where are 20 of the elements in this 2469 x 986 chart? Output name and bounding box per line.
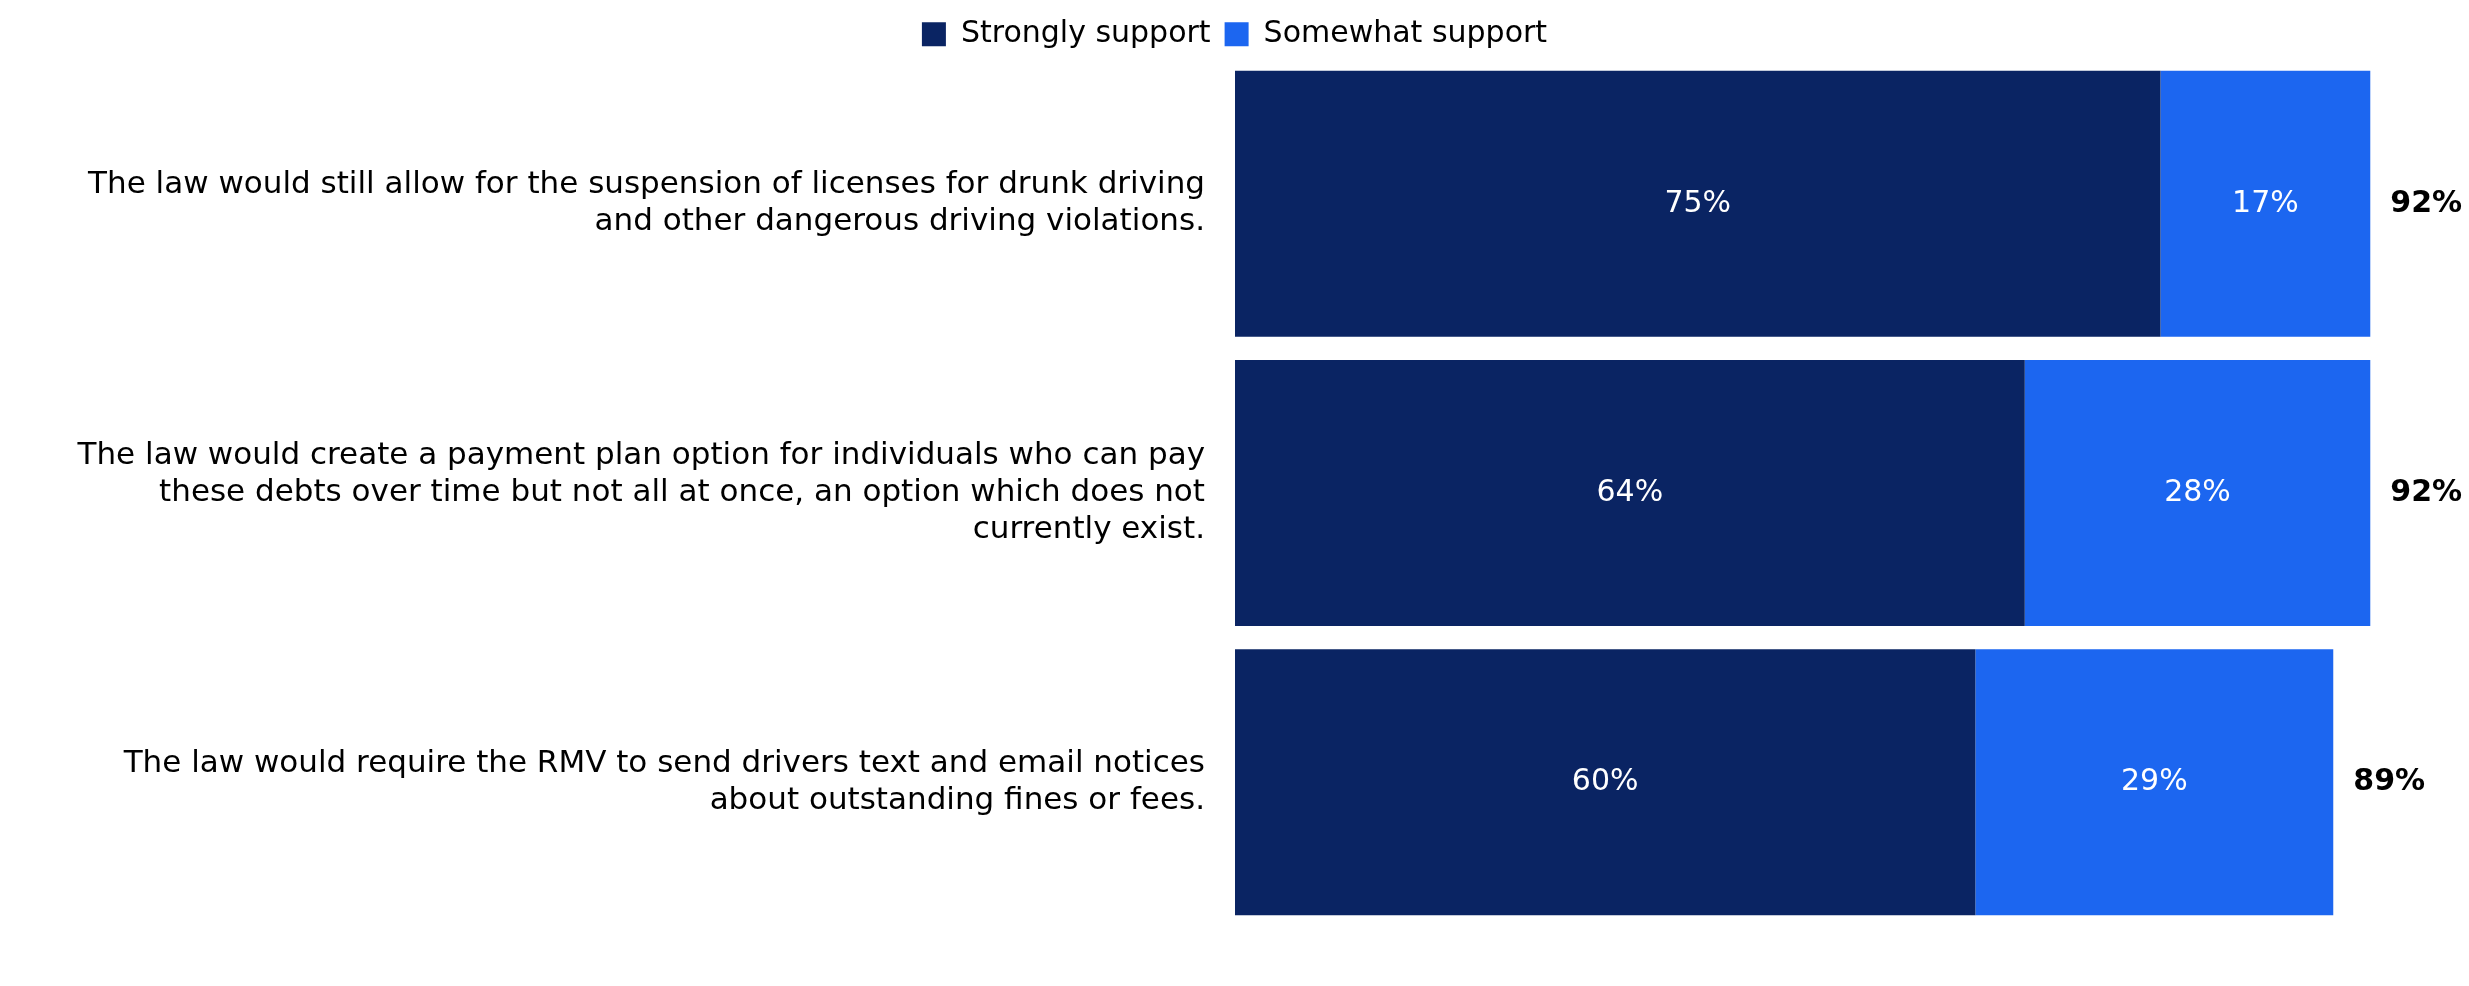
data-label: 75% <box>1664 183 1732 219</box>
data-label: 28% <box>2164 472 2231 508</box>
y-tick-label: The law would create a payment plan option for individuals who can pay these debts over time but not all at once, an option which does not currently exist. <box>76 434 1205 546</box>
bar <box>2024 359 2371 627</box>
legend-label: Somewhat support <box>1263 14 1548 49</box>
bar <box>1235 70 2161 337</box>
bar <box>1235 649 1976 916</box>
bar <box>1235 359 2025 627</box>
data-label: 60% <box>1571 762 1639 797</box>
y-tick-label: The law would still allow for the suspension of licenses for drunk driving and other dangerous driving violations. <box>87 164 1205 238</box>
bar <box>1975 649 2334 916</box>
total-label: 92% <box>2390 183 2463 219</box>
total-label: 89% <box>2353 762 2426 797</box>
data-label: 64% <box>1596 472 1664 508</box>
data-label: 17% <box>2232 183 2299 219</box>
bar <box>2160 70 2371 337</box>
data-label: 29% <box>2120 762 2188 797</box>
total-label: 92% <box>2390 472 2463 508</box>
y-tick-label: The law would require the RMV to send drivers text and email notices about outstanding fines or fees. <box>122 742 1205 816</box>
legend-label: Strongly support <box>960 14 1211 49</box>
